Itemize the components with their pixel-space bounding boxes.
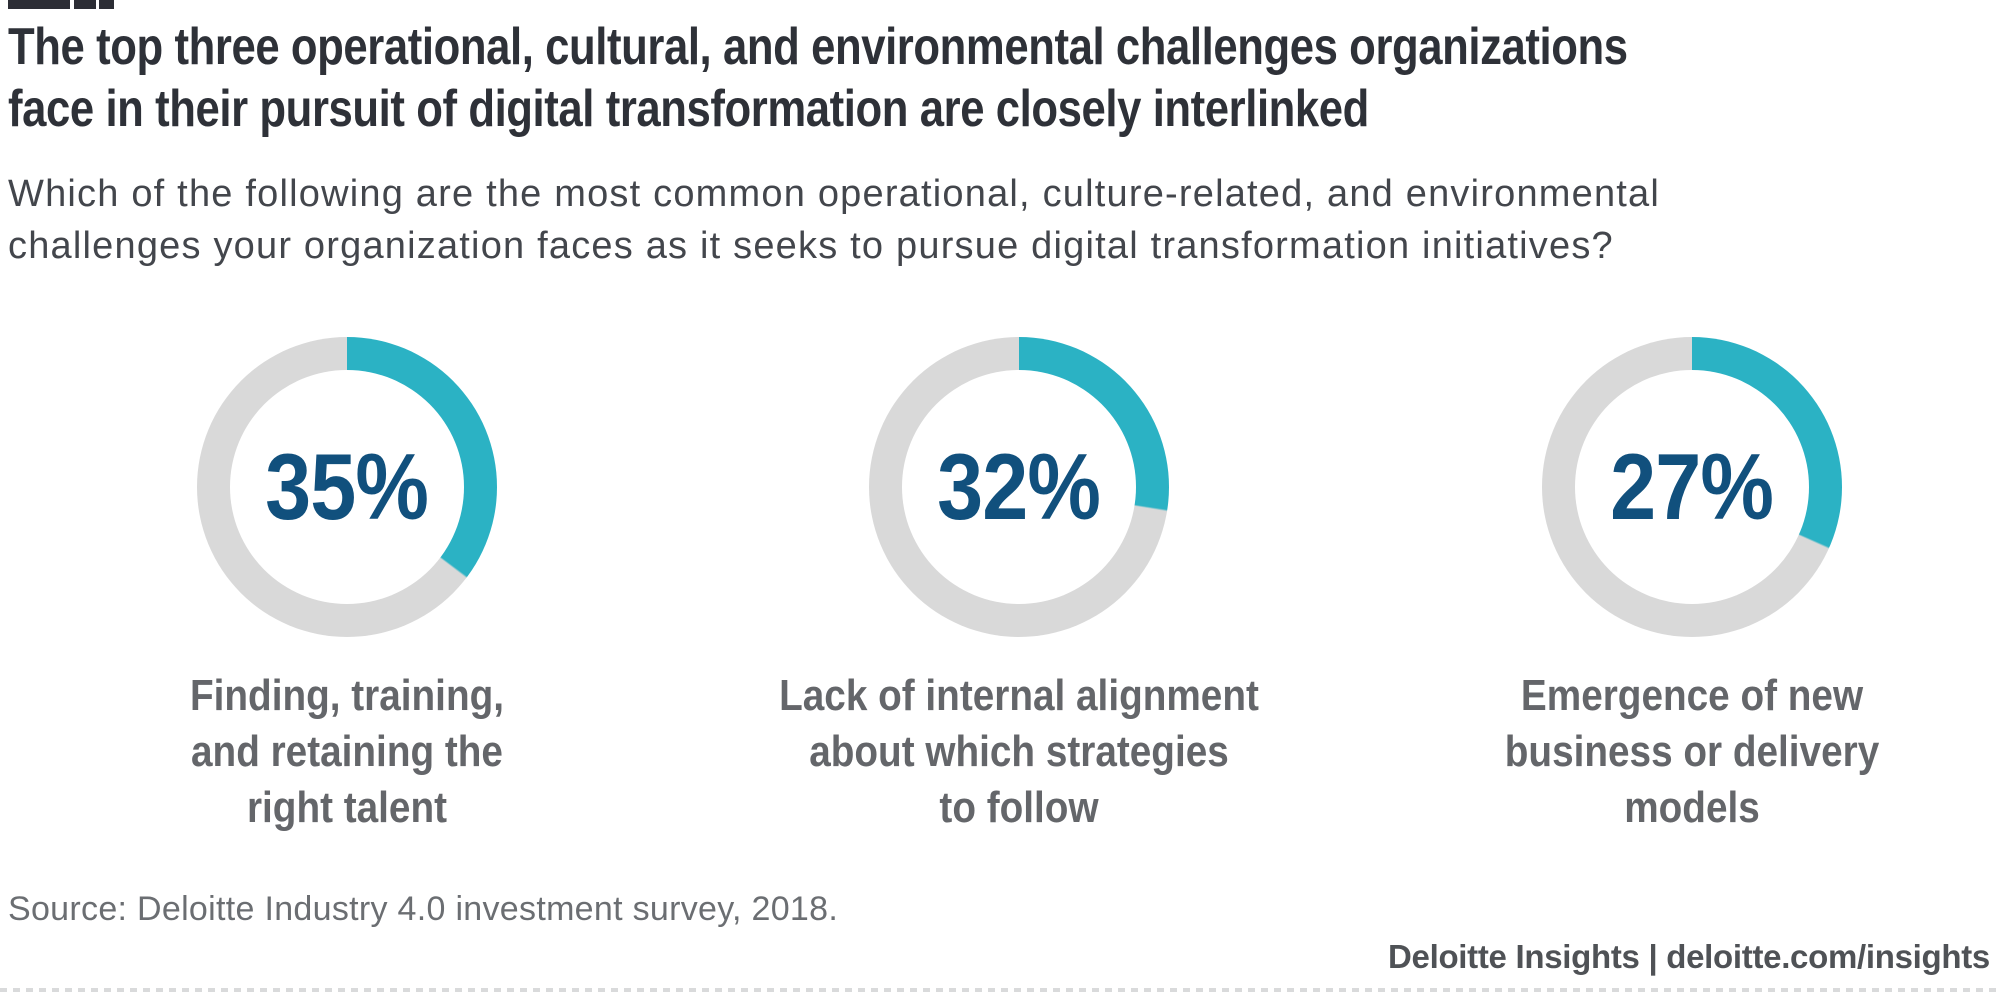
donut-label-models: Emergence of new business or delivery mo… (1392, 668, 1992, 836)
donut-column-talent: 35% Finding, training, and retaining the… (47, 337, 647, 836)
donut-label-line: and retaining the (191, 727, 503, 776)
deloitte-insights-footer: Deloitte Insights | deloitte.com/insight… (1388, 938, 1990, 975)
donut-hole: 27% (1575, 370, 1809, 604)
donut-label-line: Lack of internal alignment (779, 671, 1259, 720)
donut-column-models: 27% Emergence of new business or deliver… (1392, 337, 1992, 836)
figure-title-line-1: The top three operational, cultural, and… (8, 18, 1628, 76)
donut-label-talent: Finding, training, and retaining the rig… (47, 668, 647, 836)
cropped-bottom-edge-artifact (0, 988, 2000, 992)
donut-chart-alignment: 32% (869, 337, 1169, 637)
cropped-figure-label-artifact (8, 0, 114, 9)
donut-percent-value: 27% (1610, 434, 1775, 539)
donut-label-line: right talent (246, 783, 448, 832)
donut-label-line: about which strategies (809, 727, 1229, 776)
donut-hole: 35% (230, 370, 464, 604)
donut-label-line: Emergence of new (1520, 671, 1864, 720)
source-note: Source: Deloitte Industry 4.0 investment… (8, 890, 839, 928)
donut-chart-models: 27% (1542, 337, 1842, 637)
figure-subtitle-line-1: Which of the following are the most comm… (8, 173, 1661, 215)
donut-label-alignment: Lack of internal alignment about which s… (719, 668, 1319, 836)
donut-percent-value: 35% (265, 434, 430, 539)
donut-label-line: models (1624, 783, 1760, 832)
donut-column-alignment: 32% Lack of internal alignment about whi… (719, 337, 1319, 836)
donut-chart-talent: 35% (197, 337, 497, 637)
donut-label-line: business or delivery (1504, 727, 1880, 776)
donut-label-line: to follow (939, 783, 1099, 832)
donut-hole: 32% (902, 370, 1136, 604)
figure-subtitle-question: Which of the following are the most comm… (8, 168, 1660, 272)
figure-title-line-2: face in their pursuit of digital transfo… (8, 80, 1369, 138)
donut-label-line: Finding, training, (189, 671, 505, 720)
donut-percent-value: 32% (937, 434, 1102, 539)
figure-title: The top three operational, cultural, and… (8, 16, 1936, 140)
figure-subtitle-line-2: challenges your organization faces as it… (8, 225, 1614, 267)
